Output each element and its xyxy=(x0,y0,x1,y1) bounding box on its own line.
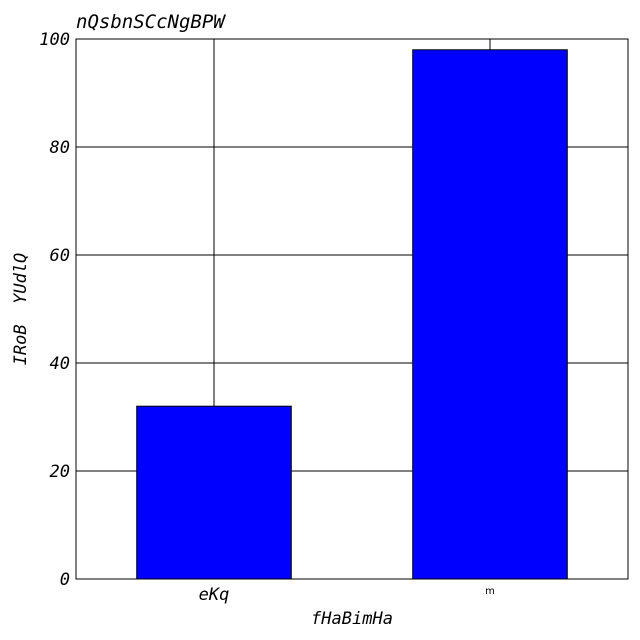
x-axis-label: fHaBimHa xyxy=(311,609,393,629)
x-tick-label: m xyxy=(485,586,495,597)
y-tick-labels: 0 20 40 60 80 100 xyxy=(39,30,70,590)
chart-title: nQsbnSCcNgBPW xyxy=(76,11,226,33)
y-tick-label: 60 xyxy=(50,246,70,266)
y-tick-label: 100 xyxy=(39,30,70,50)
y-tick-label: 20 xyxy=(50,462,70,482)
y-tick-label: 0 xyxy=(60,570,70,590)
plot-frame xyxy=(75,38,629,580)
bar-series xyxy=(136,49,568,580)
x-tick-labels: eKq m xyxy=(199,585,495,605)
y-axis-label: IRoB YUdlQ xyxy=(11,253,31,366)
x-tick-label: eKq xyxy=(199,585,230,605)
y-tick-label: 40 xyxy=(50,354,70,374)
bar-m xyxy=(412,49,568,580)
y-tick-label: 80 xyxy=(50,138,70,158)
bar-eKq xyxy=(136,405,292,580)
